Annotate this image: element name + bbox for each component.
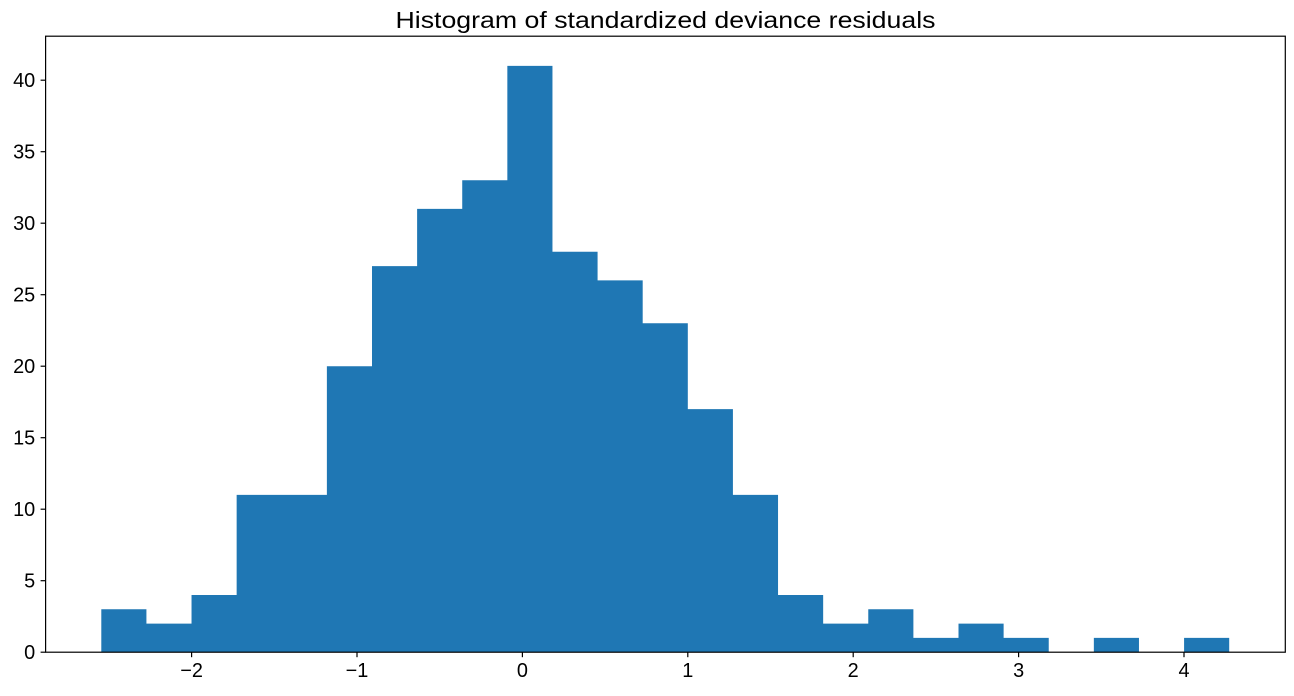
svg-text:10: 10 (13, 499, 35, 521)
svg-text:0: 0 (517, 660, 528, 682)
svg-text:4: 4 (1178, 660, 1189, 682)
svg-text:35: 35 (13, 142, 35, 164)
svg-text:−1: −1 (346, 660, 369, 682)
svg-text:3: 3 (1013, 660, 1024, 682)
svg-text:30: 30 (13, 213, 35, 235)
svg-text:Histogram of standardized devi: Histogram of standardized deviance resid… (396, 7, 936, 33)
svg-text:−2: −2 (180, 660, 203, 682)
svg-text:15: 15 (13, 428, 35, 450)
svg-text:40: 40 (13, 70, 35, 92)
svg-text:25: 25 (13, 285, 35, 307)
svg-text:2: 2 (848, 660, 859, 682)
svg-text:0: 0 (24, 642, 35, 664)
svg-text:1: 1 (682, 660, 693, 682)
svg-text:5: 5 (24, 571, 35, 593)
svg-text:20: 20 (13, 356, 35, 378)
